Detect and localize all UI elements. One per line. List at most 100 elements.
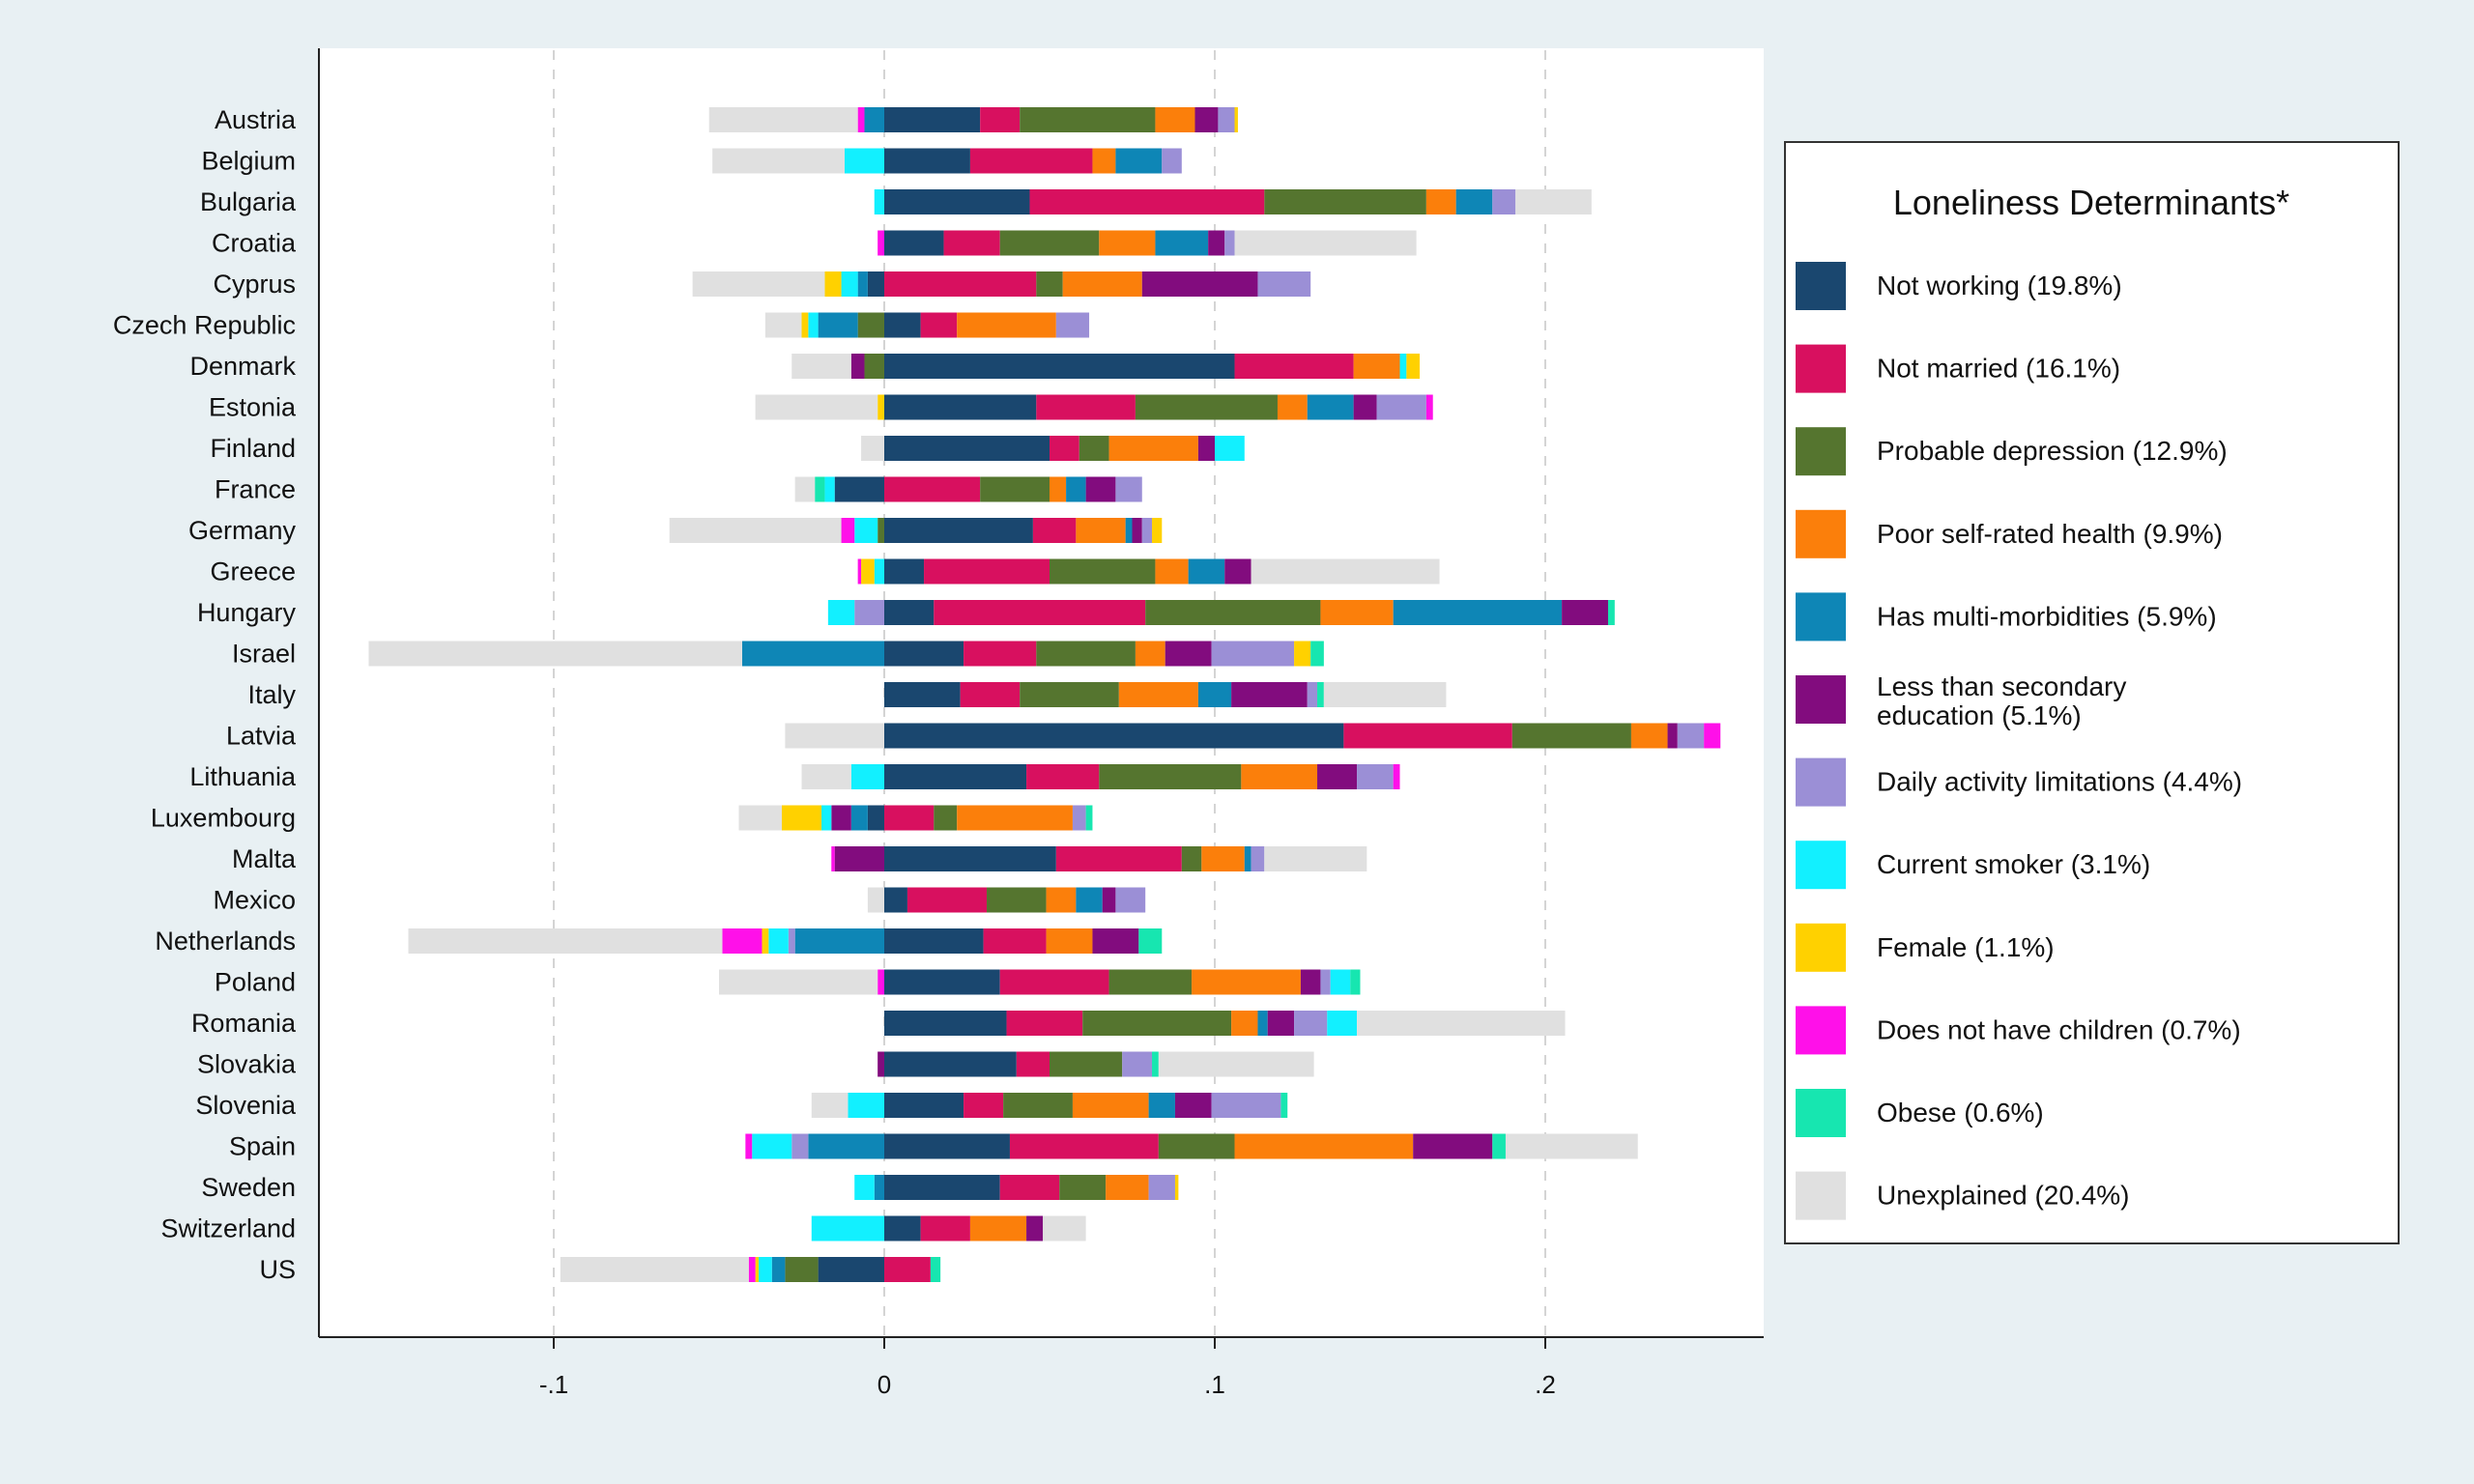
category-label: Belgium <box>201 147 296 176</box>
legend-label: Not married (16.1%) <box>1877 354 2120 384</box>
category-label: Slovakia <box>197 1050 297 1079</box>
bar-segment <box>762 928 769 954</box>
bar-segment <box>1215 436 1245 461</box>
bar-segment <box>874 558 884 585</box>
bar-segment <box>884 682 961 707</box>
bar-segment <box>1036 271 1063 297</box>
bar-segment <box>811 1093 849 1118</box>
bar-segment <box>1155 230 1209 256</box>
bar-segment <box>930 1257 941 1282</box>
bar-segment <box>884 723 1344 749</box>
bar-segment <box>1059 1175 1107 1200</box>
bar-segment <box>1425 394 1433 420</box>
bar-segment <box>1135 641 1165 667</box>
bar-segment <box>1353 354 1400 379</box>
bar-segment <box>1158 1051 1314 1077</box>
bar-segment <box>1020 682 1119 707</box>
bar-segment <box>1277 394 1308 420</box>
bar-segment <box>1357 764 1394 789</box>
bar-segment <box>1231 1011 1258 1036</box>
bar-segment <box>864 354 884 379</box>
bar-segment <box>1307 394 1354 420</box>
category-label: France <box>215 475 296 504</box>
category-label: Mexico <box>213 886 296 915</box>
bar-segment <box>884 189 1030 214</box>
bar-segment <box>1211 641 1295 667</box>
bar-segment <box>1320 600 1394 625</box>
bar-segment <box>857 558 862 585</box>
bar-segment <box>1244 846 1251 871</box>
bar-segment <box>884 969 1000 995</box>
bar-segment <box>1108 436 1198 461</box>
bar-segment <box>884 394 1037 420</box>
bar-segment <box>861 558 875 585</box>
bar-segment <box>1376 394 1426 420</box>
bar-segment <box>1020 107 1156 132</box>
bar-segment <box>867 887 884 913</box>
legend-label: Female (1.1%) <box>1877 932 2055 962</box>
bar-segment <box>1036 641 1136 667</box>
bar-segment <box>1492 1133 1506 1159</box>
legend-swatch <box>1796 344 1846 393</box>
bar-segment <box>1032 518 1077 543</box>
bar-segment <box>841 518 855 543</box>
bar-segment <box>1174 1175 1179 1200</box>
bar-segment <box>964 641 1037 667</box>
bar-segment <box>1327 1011 1358 1036</box>
category-label: Poland <box>215 968 296 997</box>
bar-segment <box>1148 1093 1175 1118</box>
bar-segment <box>884 354 1235 379</box>
bar-segment <box>884 312 921 338</box>
bar-segment <box>1197 682 1232 707</box>
bar-segment <box>1194 107 1219 132</box>
bar-segment <box>815 476 825 502</box>
category-label: Finland <box>210 434 296 463</box>
bar-segment <box>884 600 935 625</box>
bar-segment <box>748 1257 756 1282</box>
bar-segment <box>669 518 842 543</box>
bar-segment <box>1099 764 1242 789</box>
bar-segment <box>884 558 925 585</box>
bar-segment <box>850 764 884 789</box>
bar-segment <box>1152 518 1163 543</box>
bar-segment <box>827 600 855 625</box>
bar-segment <box>1062 271 1142 297</box>
bar-segment <box>791 354 851 379</box>
bar-segment <box>788 928 795 954</box>
bar-segment <box>1264 846 1367 871</box>
bar-segment <box>794 476 816 502</box>
bar-segment <box>877 230 884 256</box>
bar-segment <box>1181 846 1202 871</box>
x-ticks: -.1 0 .1 .2 <box>539 1337 1556 1399</box>
bar-segment <box>1353 394 1377 420</box>
bar-segment <box>755 1257 760 1282</box>
bar-segment <box>844 148 884 174</box>
bar-segment <box>824 476 835 502</box>
bar-segment <box>1192 969 1301 995</box>
bar-segment <box>964 1093 1004 1118</box>
bar-segment <box>1162 148 1182 174</box>
bar-segment <box>1050 476 1067 502</box>
bar-segment <box>1257 271 1311 297</box>
bar-segment <box>1102 887 1116 913</box>
x-tick-label: .2 <box>1535 1370 1556 1399</box>
bar-segment <box>864 107 884 132</box>
bar-segment <box>811 1215 884 1241</box>
category-label: Austria <box>215 105 297 134</box>
bar-segment <box>1155 558 1189 585</box>
legend-items: Not working (19.8%) Not married (16.1%) Pr… <box>1796 262 2242 1220</box>
legend-label: Probable depression (12.9%) <box>1877 436 2228 466</box>
legend-label: Not working (19.8%) <box>1877 271 2122 300</box>
bar-segment <box>1135 394 1278 420</box>
category-label: Slovenia <box>195 1091 297 1120</box>
bar-segment <box>1050 436 1079 461</box>
category-label: Israel <box>232 640 296 669</box>
bar-segment <box>408 928 723 954</box>
bar-segment <box>884 148 970 174</box>
category-label: Czech Republic <box>113 311 296 340</box>
bar-segment <box>1208 230 1225 256</box>
legend-swatch <box>1796 509 1846 558</box>
bar-segment <box>1122 1051 1153 1077</box>
bar-segment <box>1076 518 1126 543</box>
bar-segment <box>791 1133 809 1159</box>
